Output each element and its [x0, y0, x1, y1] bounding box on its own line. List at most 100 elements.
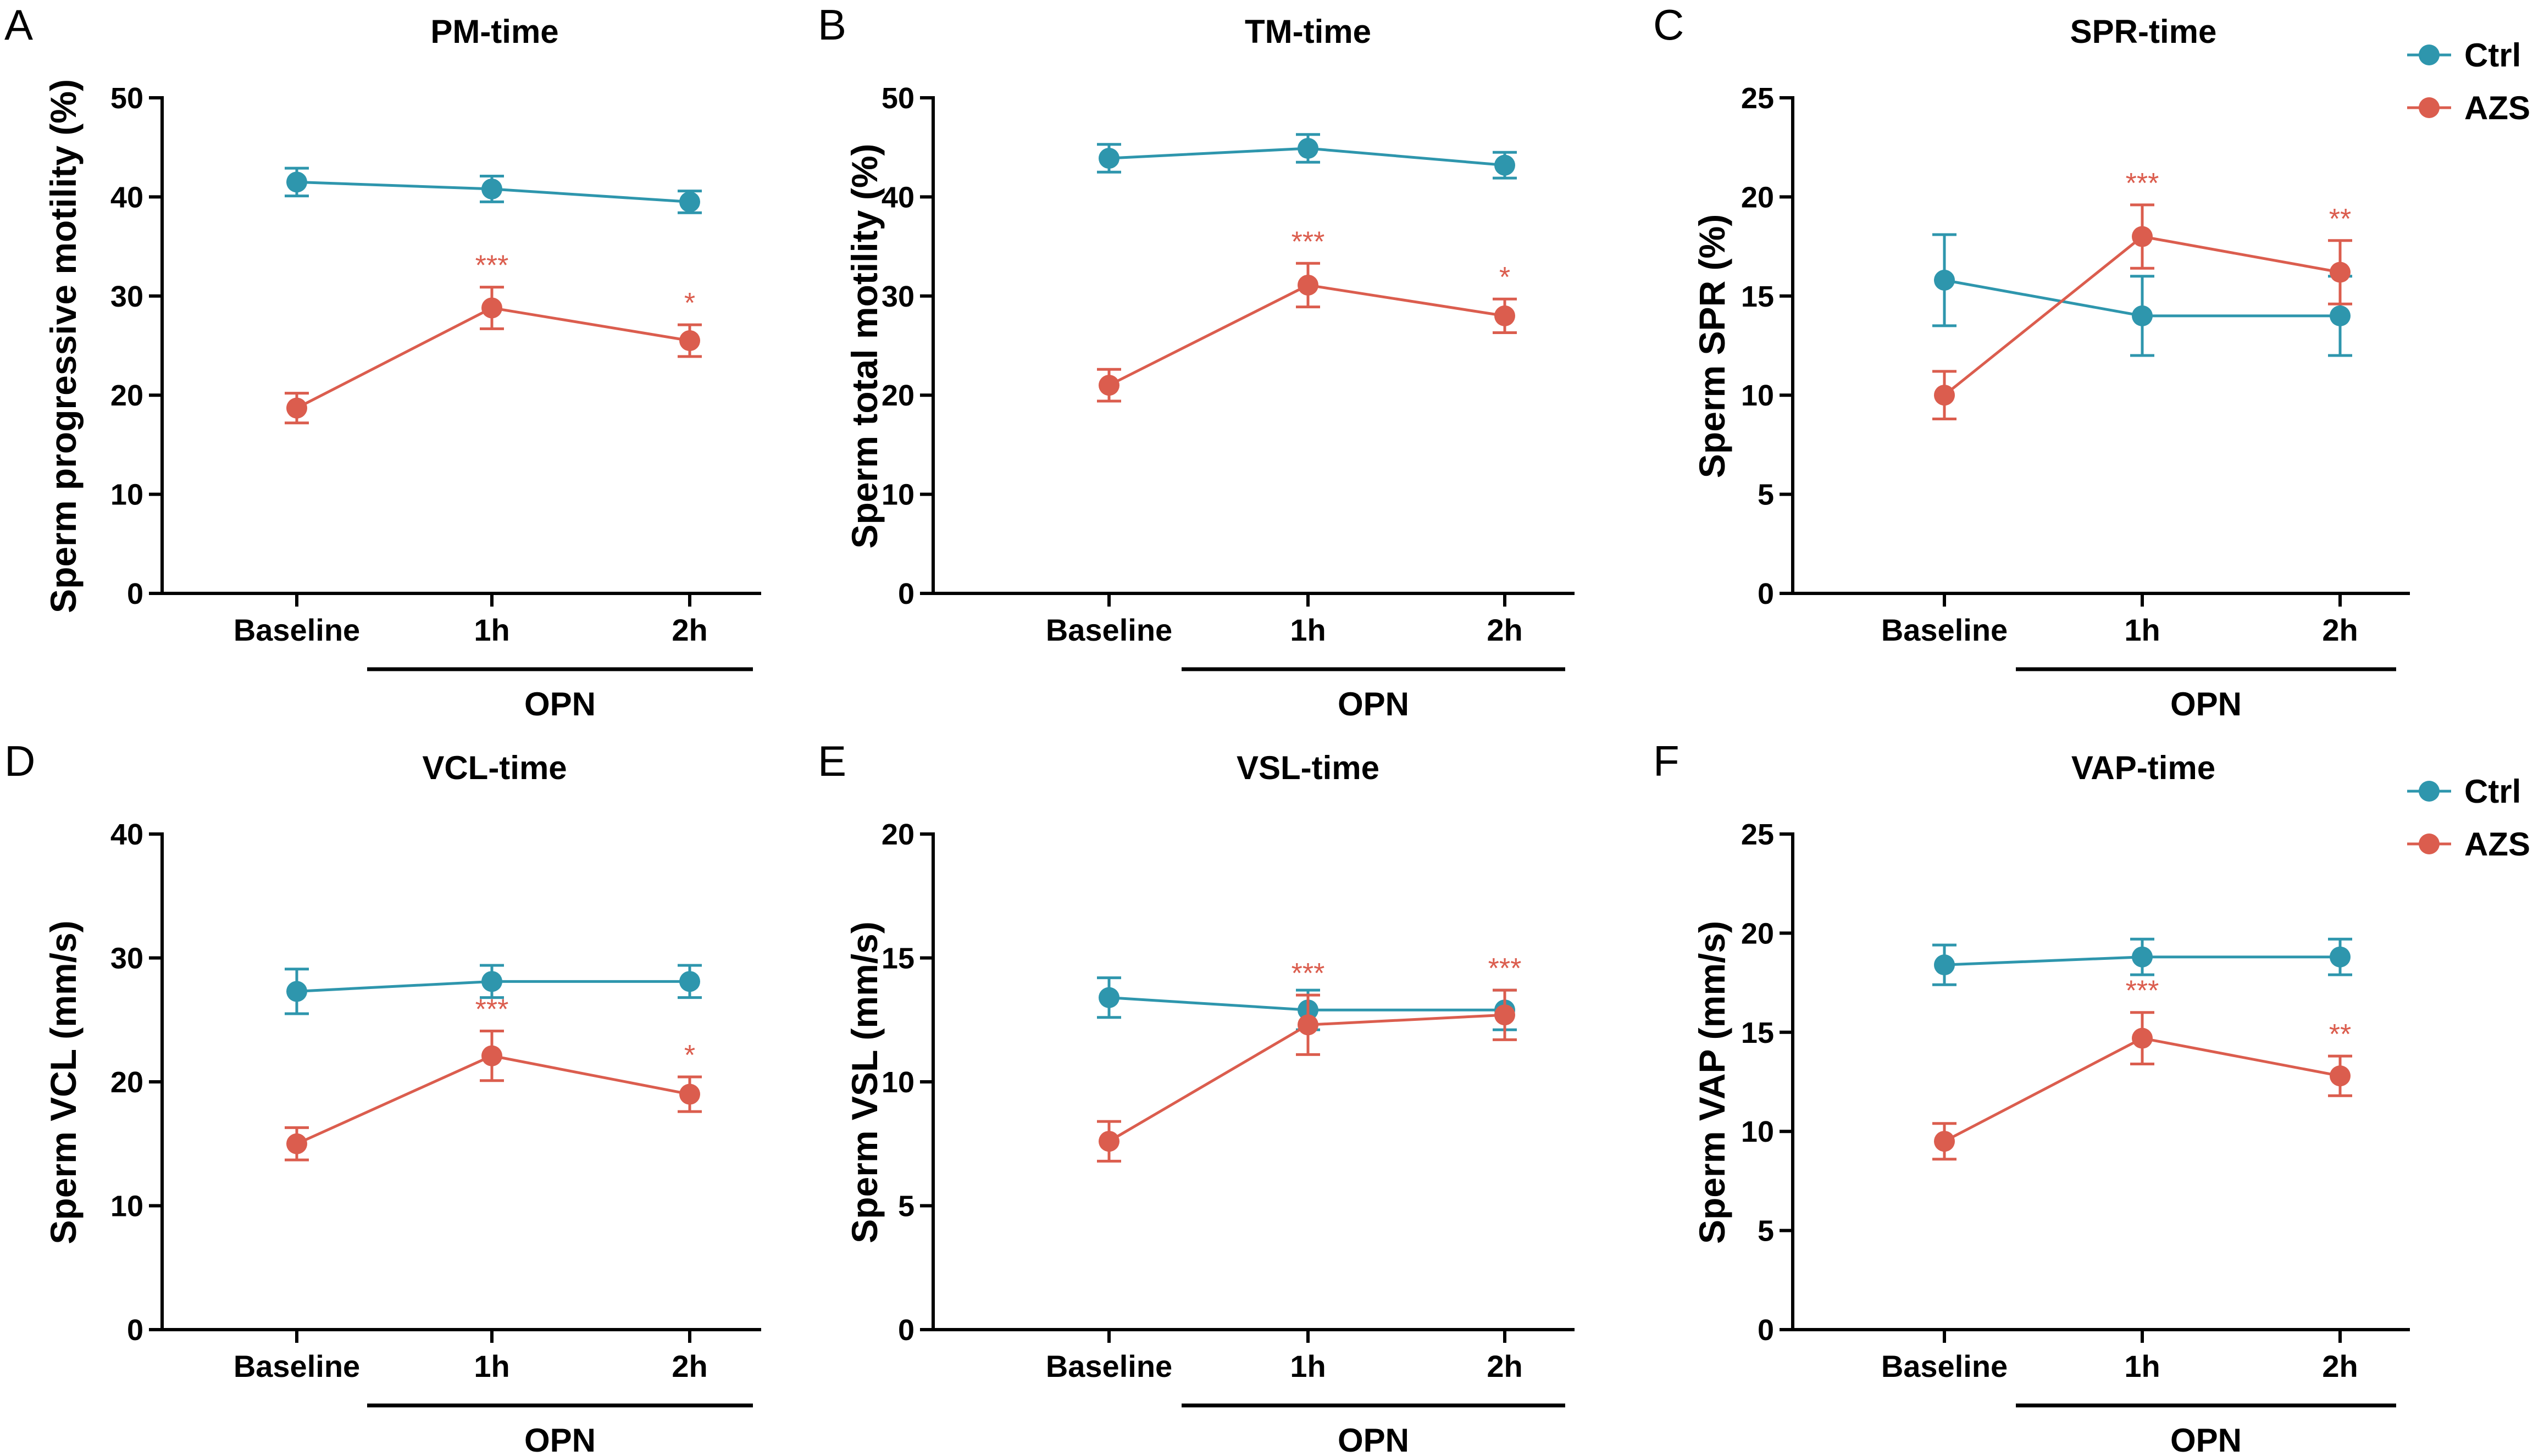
- data-point: [1934, 954, 1955, 976]
- legend: Ctrl AZS: [2407, 773, 2530, 863]
- data-point: [2330, 946, 2351, 968]
- significance-label: *: [684, 1040, 695, 1071]
- data-point: [1099, 375, 1119, 396]
- data-point: [1494, 1004, 1515, 1026]
- panel-letter: C: [1653, 1, 1684, 49]
- significance-label: **: [2329, 1019, 2351, 1051]
- legend-swatch-marker: [2419, 781, 2440, 802]
- data-point: [1099, 148, 1119, 169]
- y-tick-label: 20: [1741, 917, 1774, 950]
- panel-letter: D: [4, 737, 35, 785]
- data-point: [1494, 154, 1515, 176]
- significance-label: ***: [2126, 168, 2159, 199]
- series-ctrl: [1932, 937, 2352, 986]
- legend-swatch-marker: [2419, 97, 2440, 118]
- panels: A PM-time Sperm progressive motility (%) 0 1…: [4, 1, 2530, 1456]
- y-axis-label: Sperm VAP (mm/s): [1692, 921, 1732, 1244]
- y-tick-label: 30: [882, 280, 914, 313]
- significance-label: *: [1499, 262, 1510, 293]
- chart-panel-d: D VCL-time Sperm VCL (mm/s) 0 10 20 30 40 Baseli…: [4, 737, 761, 1456]
- x-tick-label: 2h: [1487, 613, 1522, 647]
- data-point: [2330, 1065, 2351, 1087]
- y-tick-label: 30: [110, 942, 143, 975]
- data-point: [286, 171, 307, 193]
- series-azs: *****: [1932, 168, 2352, 420]
- data-point: [2330, 305, 2351, 326]
- y-tick-label: 20: [110, 379, 143, 412]
- series-ctrl: [1097, 133, 1517, 180]
- significance-label: ***: [1292, 226, 1325, 258]
- chart-panel-c: C SPR-time Sperm SPR (%) 0 5 10 15 20 25 Baseline…: [1653, 1, 2530, 723]
- x-tick-label: Baseline: [1046, 613, 1172, 647]
- series-azs: ****: [285, 994, 702, 1162]
- y-tick-label: 10: [1741, 379, 1774, 412]
- legend-swatch-marker: [2419, 833, 2440, 854]
- y-tick-label: 10: [882, 479, 914, 512]
- y-tick-label: 40: [110, 818, 143, 851]
- panel-letter: F: [1653, 737, 1680, 785]
- y-tick-label: 0: [898, 1314, 914, 1347]
- x-tick-label: 1h: [1290, 1349, 1326, 1383]
- legend: Ctrl AZS: [2407, 37, 2530, 126]
- panel-letter: E: [818, 737, 846, 785]
- y-tick-label: 10: [1741, 1115, 1774, 1148]
- y-axis-label: Sperm progressive motility (%): [43, 79, 84, 613]
- y-tick-label: 50: [882, 82, 914, 115]
- x-tick-label: 1h: [474, 1349, 509, 1383]
- data-point: [481, 178, 502, 199]
- data-point: [1934, 269, 1955, 291]
- y-tick-label: 20: [882, 379, 914, 412]
- group-label: OPN: [2170, 1422, 2242, 1456]
- y-tick-label: 50: [110, 82, 143, 115]
- significance-label: **: [2329, 203, 2351, 235]
- y-tick-label: 30: [110, 280, 143, 313]
- group-label: OPN: [524, 1422, 596, 1456]
- legend-label: AZS: [2464, 90, 2530, 126]
- chart-panel-f: F VAP-time Sperm VAP (mm/s) 0 5 10 15 20 25 Basel…: [1653, 737, 2530, 1456]
- x-tick-label: 2h: [672, 613, 707, 647]
- data-point: [2132, 226, 2153, 247]
- data-point: [286, 1133, 307, 1154]
- chart-panel-a: A PM-time Sperm progressive motility (%) 0 1…: [4, 1, 761, 723]
- data-point: [1298, 138, 1318, 159]
- x-tick-label: Baseline: [234, 613, 360, 647]
- y-tick-label: 25: [1741, 818, 1774, 851]
- data-point: [1298, 274, 1318, 296]
- x-tick-label: 1h: [1290, 613, 1326, 647]
- y-tick-label: 40: [882, 181, 914, 214]
- legend-label: AZS: [2464, 826, 2530, 863]
- data-point: [286, 397, 307, 419]
- group-label: OPN: [524, 686, 596, 723]
- data-point: [481, 1045, 502, 1066]
- data-point: [1494, 305, 1515, 326]
- x-tick-label: 1h: [2124, 1349, 2160, 1383]
- group-label: OPN: [2170, 686, 2242, 723]
- y-tick-label: 0: [898, 577, 914, 610]
- y-tick-label: 15: [1741, 280, 1774, 313]
- panel-letter: B: [818, 1, 846, 49]
- x-tick-label: Baseline: [1881, 1349, 2008, 1383]
- data-point: [2132, 305, 2153, 326]
- data-point: [679, 1083, 700, 1105]
- chart-panel-e: E VSL-time Sperm VSL (mm/s) 0 5 10 15 20 Baselin…: [818, 737, 1575, 1456]
- series-ctrl: [285, 166, 702, 214]
- significance-label: ***: [475, 250, 509, 282]
- data-point: [2132, 1027, 2153, 1049]
- significance-label: ***: [1488, 953, 1522, 985]
- x-tick-label: Baseline: [1881, 613, 2008, 647]
- x-tick-label: Baseline: [1046, 1349, 1172, 1383]
- significance-label: *: [684, 287, 695, 319]
- y-axis-label: Sperm VCL (mm/s): [43, 920, 84, 1244]
- x-tick-label: 2h: [1487, 1349, 1522, 1383]
- y-tick-label: 5: [1758, 479, 1774, 512]
- y-tick-label: 20: [110, 1066, 143, 1099]
- data-point: [679, 971, 700, 992]
- data-point: [2132, 946, 2153, 968]
- chart-title: SPR-time: [2070, 13, 2217, 50]
- legend-label: Ctrl: [2464, 37, 2521, 74]
- y-tick-label: 20: [1741, 181, 1774, 214]
- y-tick-label: 15: [1741, 1016, 1774, 1049]
- data-point: [1099, 987, 1119, 1008]
- chart-panel-b: B TM-time Sperm total motility (%) 0 10 20 30 4…: [818, 1, 1575, 723]
